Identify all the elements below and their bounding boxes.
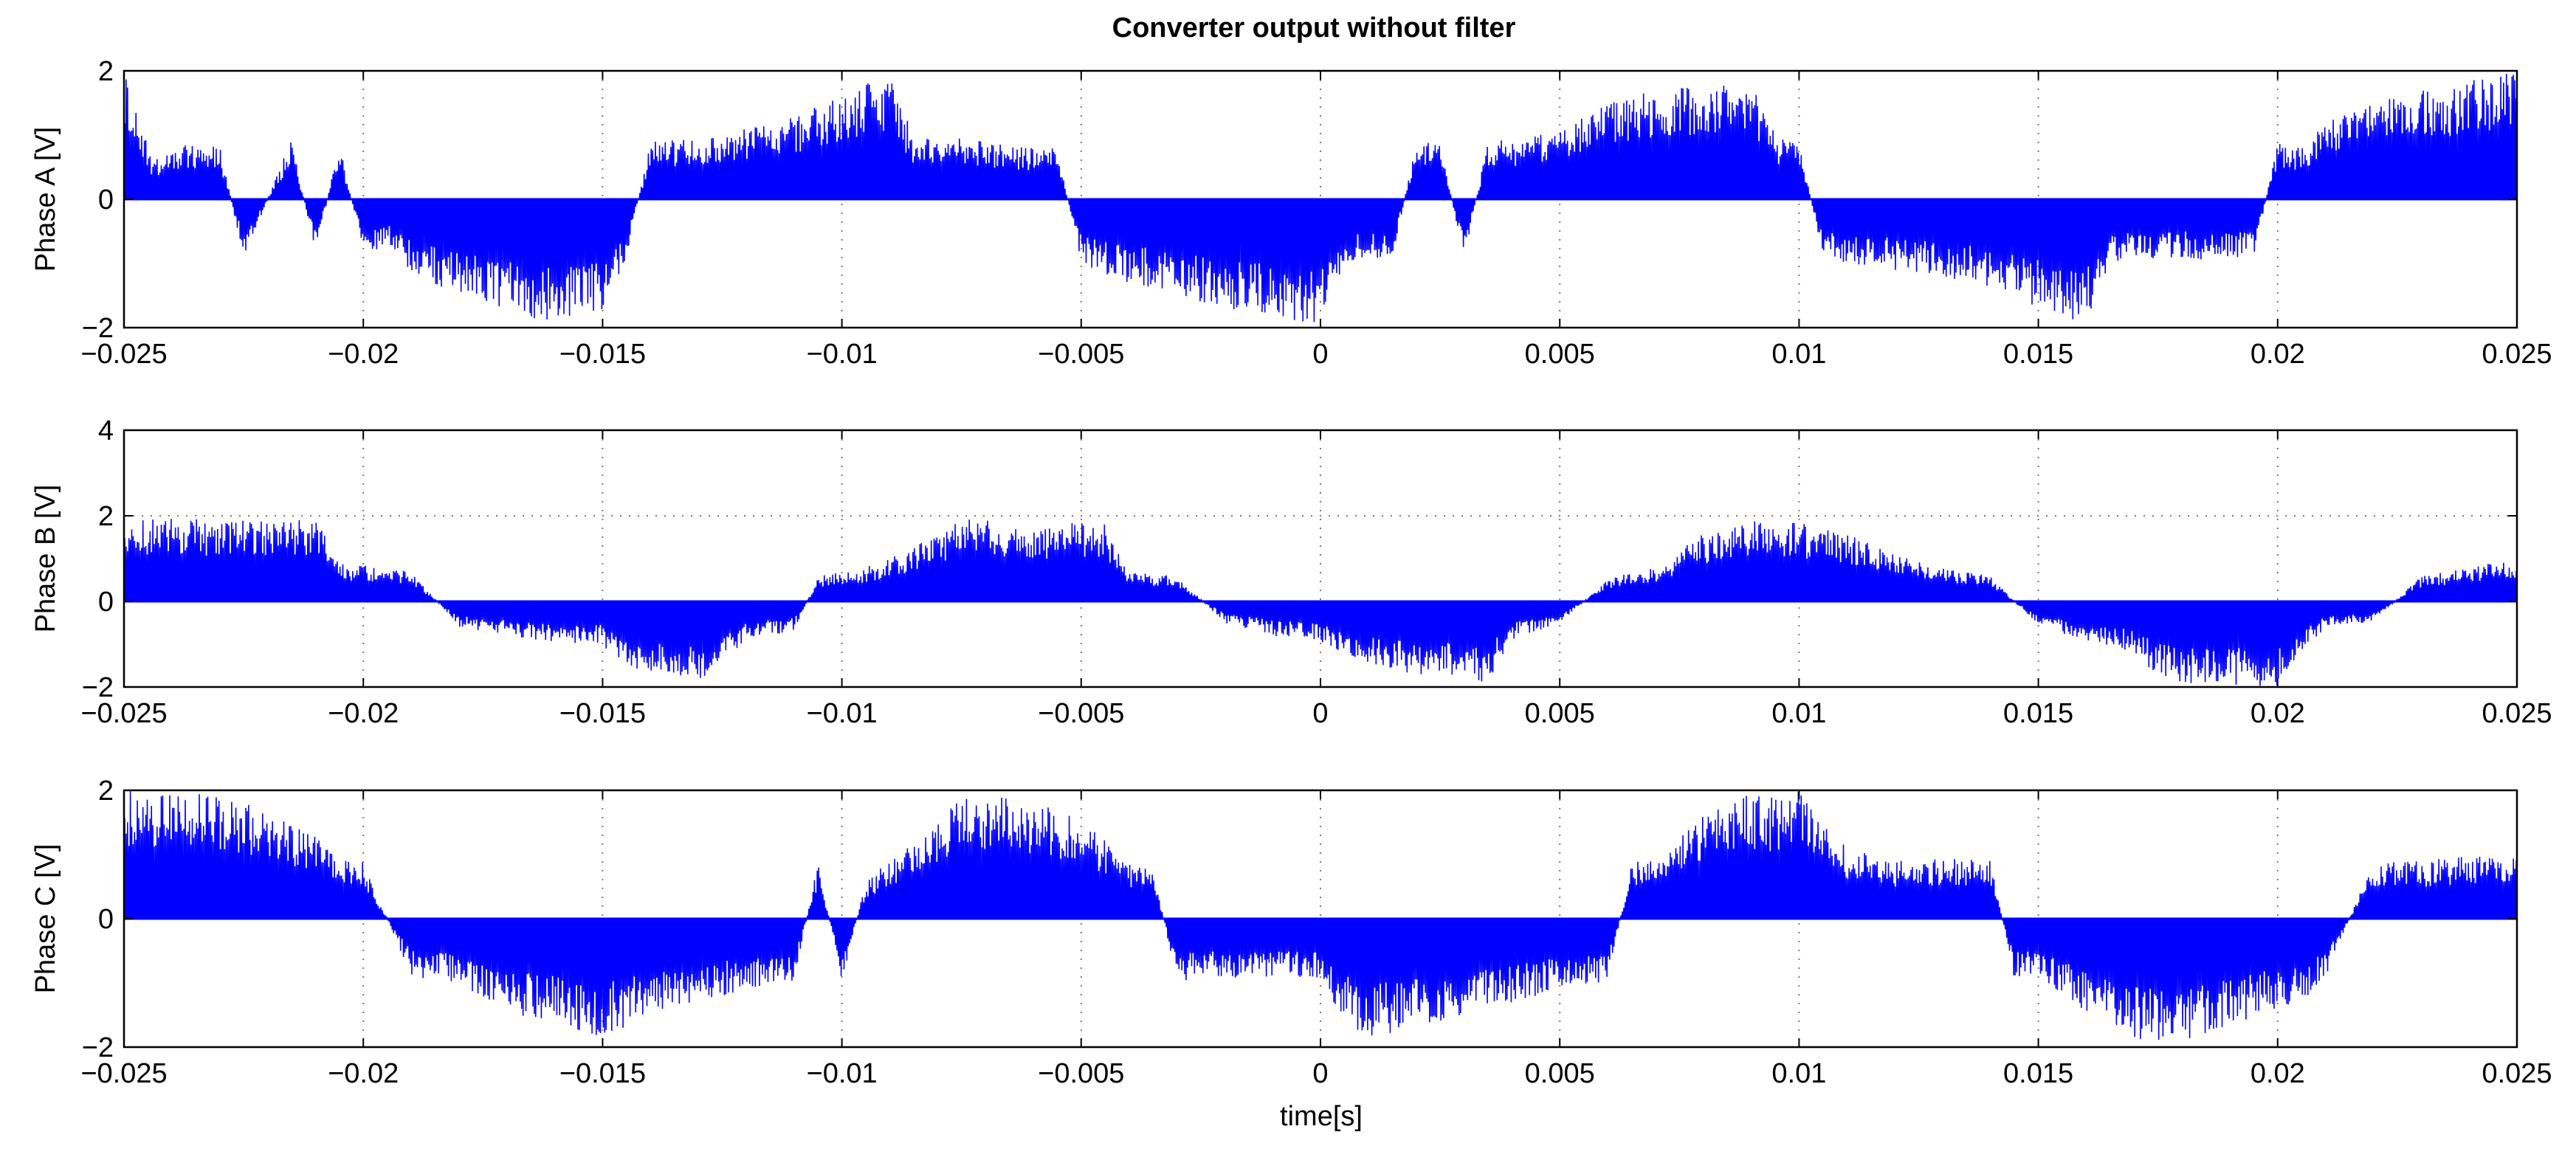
axes-frame: [123, 429, 2518, 688]
subplot-3: −0.025 −0.02 −0.015 −0.01 −0.005 0 0.005 0.01 0.…: [30, 776, 2552, 1089]
x-tick-label: 0.005: [1525, 1058, 1595, 1089]
x-tick-label: −0.005: [1038, 698, 1124, 729]
x-tick-label: 0.025: [2482, 339, 2552, 370]
x-tick-label: 0.01: [1771, 339, 1826, 370]
x-tick-label: −0.025: [80, 1058, 167, 1089]
subplots: −0.025 −0.02 −0.015 −0.01 −0.005 0 0.005 0.01 0.…: [30, 56, 2552, 1089]
x-tick-label: −0.015: [559, 698, 646, 729]
x-tick-label: −0.015: [559, 339, 646, 370]
subplot-2: −0.025 −0.02 −0.015 −0.01 −0.005 0 0.005 0.01 0.…: [30, 415, 2552, 729]
y-tick-label: 2: [98, 501, 114, 532]
x-tick-label: −0.025: [80, 339, 167, 370]
x-tick-label: −0.02: [328, 698, 399, 729]
x-tick-label: 0.025: [2482, 698, 2552, 729]
x-tick-label: 0: [1312, 339, 1328, 370]
x-tick-label: 0.02: [2250, 1058, 2305, 1089]
x-tick-label: −0.01: [807, 698, 878, 729]
subplot-1: −0.025 −0.02 −0.015 −0.01 −0.005 0 0.005 0.01 0.…: [30, 56, 2552, 370]
x-tick-label: 0.005: [1525, 339, 1595, 370]
y-tick-label: 0: [98, 587, 114, 618]
y-tick-label: 4: [98, 415, 114, 446]
x-tick-label: 0: [1312, 698, 1328, 729]
x-tick-label: 0: [1312, 1058, 1328, 1089]
x-tick-label: 0.02: [2250, 339, 2305, 370]
y-tick-label: 2: [98, 56, 114, 87]
x-tick-label: 0.005: [1525, 698, 1595, 729]
x-tick-label: 0.02: [2250, 698, 2305, 729]
y-tick-label: −2: [82, 1032, 114, 1063]
x-tick-label: −0.015: [559, 1058, 646, 1089]
x-tick-label: −0.005: [1038, 339, 1124, 370]
x-tick-label: 0.015: [2003, 339, 2073, 370]
x-tick-label: 0.01: [1771, 698, 1826, 729]
x-tick-label: −0.005: [1038, 1058, 1124, 1089]
x-tick-label: 0.01: [1771, 1058, 1826, 1089]
y-tick-label: 2: [98, 776, 114, 807]
y-tick-label: −2: [82, 313, 114, 344]
x-axis-label: time[s]: [1280, 1101, 1363, 1132]
y-tick-label: 0: [98, 184, 114, 215]
x-tick-label: −0.01: [807, 339, 878, 370]
y-axis-label: Phase B [V]: [30, 485, 61, 633]
x-tick-label: −0.01: [807, 1058, 878, 1089]
y-axis-label: Phase C [V]: [30, 844, 61, 994]
x-tick-label: 0.015: [2003, 1058, 2073, 1089]
figure-title: Converter output without filter: [1112, 13, 1516, 44]
x-tick-label: −0.025: [80, 698, 167, 729]
x-tick-label: −0.02: [328, 1058, 399, 1089]
y-tick-label: −2: [82, 672, 114, 703]
x-tick-label: −0.02: [328, 339, 399, 370]
y-tick-label: 0: [98, 904, 114, 935]
y-axis-label: Phase A [V]: [30, 127, 61, 272]
x-tick-label: 0.015: [2003, 698, 2073, 729]
x-tick-label: 0.025: [2482, 1058, 2552, 1089]
